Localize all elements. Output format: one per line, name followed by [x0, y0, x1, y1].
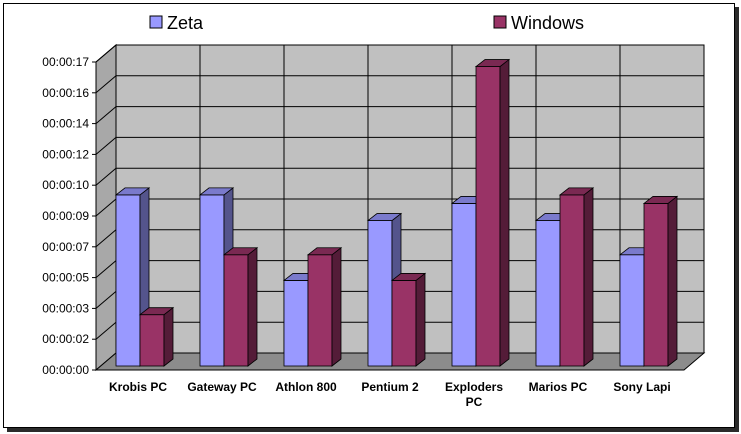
bar-windows-2	[306, 246, 343, 367]
bar-side	[583, 187, 594, 367]
legend-label-zeta: Zeta	[167, 13, 204, 33]
bar-front	[451, 203, 477, 367]
y-tick-label: 00:00:07	[42, 240, 89, 254]
bar-front	[619, 254, 645, 367]
y-tick-label: 00:00:16	[42, 86, 89, 100]
bar-top	[390, 273, 427, 281]
x-tick-label: Pentium 2	[361, 380, 419, 394]
bar-side	[415, 272, 426, 367]
gridline-side	[95, 260, 117, 278]
x-tick-label: Athlon 800	[275, 380, 337, 394]
bars	[114, 58, 679, 367]
x-tick-label: Exploders PC	[445, 380, 503, 409]
y-axis-ticks: 00:00:00 00:00:02 00:00:03 00:00:05 00:00:07…	[42, 55, 96, 377]
y-tick-label: 00:00:05	[42, 271, 89, 285]
bar-front	[307, 254, 333, 367]
bar-front	[367, 220, 393, 367]
bar-top	[474, 59, 511, 67]
legend: Zeta Windows	[149, 13, 584, 33]
y-tick-label: 00:00:17	[42, 55, 89, 69]
legend-label-windows: Windows	[511, 13, 584, 33]
y-tick-label: 00:00:03	[42, 301, 89, 315]
gridline-side	[95, 321, 117, 340]
bar-windows-0	[138, 306, 175, 367]
bar-top	[558, 187, 595, 196]
bar-front	[283, 280, 309, 367]
gridline-side	[95, 198, 117, 217]
gridline-side	[95, 137, 117, 155]
y-tick-label: 00:00:02	[42, 332, 89, 346]
x-axis-labels: Krobis PC Gateway PC Athlon 800 Pentium 2 Ex…	[109, 380, 671, 409]
gridline-side	[95, 167, 117, 186]
bar-side	[667, 195, 678, 367]
bar-side	[499, 58, 510, 367]
bar-front	[643, 203, 669, 367]
bar-front	[475, 66, 501, 367]
y-tick-label: 00:00:14	[42, 117, 89, 131]
x-tick-label: Sony Lapi	[613, 380, 670, 394]
bar-top	[642, 196, 679, 204]
bar-top	[198, 187, 235, 196]
bar-windows-5	[558, 187, 595, 367]
gridline-side	[95, 106, 117, 124]
gridline-side	[95, 44, 117, 63]
y-tick-label: 00:00:12	[42, 147, 89, 161]
y-tick-label: 00:00:09	[42, 209, 89, 223]
bar-front	[223, 254, 249, 367]
bar-front	[115, 194, 141, 367]
x-tick-label: Marios PC	[529, 380, 588, 394]
bar-front	[199, 194, 225, 367]
bar-front	[535, 220, 561, 367]
bar-windows-6	[642, 195, 679, 367]
gridline-side	[95, 291, 117, 309]
legend-swatch-zeta	[149, 15, 163, 29]
bar-top	[306, 247, 343, 256]
x-tick-label: Gateway PC	[187, 380, 257, 394]
gridline-side	[95, 229, 117, 248]
bar-side	[331, 246, 342, 367]
bar-side	[247, 246, 258, 367]
gridline-side	[95, 75, 117, 94]
bar-side	[163, 306, 174, 367]
bar-top	[222, 247, 259, 256]
bar-windows-3	[390, 272, 427, 367]
y-tick-label: 00:00:00	[42, 363, 89, 377]
bar-top	[138, 307, 175, 316]
legend-swatch-windows	[493, 15, 507, 29]
bar-front	[139, 314, 165, 367]
bar-windows-4	[474, 58, 511, 367]
bar-top	[114, 187, 151, 196]
bar-top	[366, 213, 403, 221]
bar-windows-1	[222, 246, 259, 367]
bar-front	[559, 194, 585, 367]
x-tick-label: Krobis PC	[109, 380, 167, 394]
bar-front	[391, 280, 417, 367]
y-tick-label: 00:00:10	[42, 178, 89, 192]
